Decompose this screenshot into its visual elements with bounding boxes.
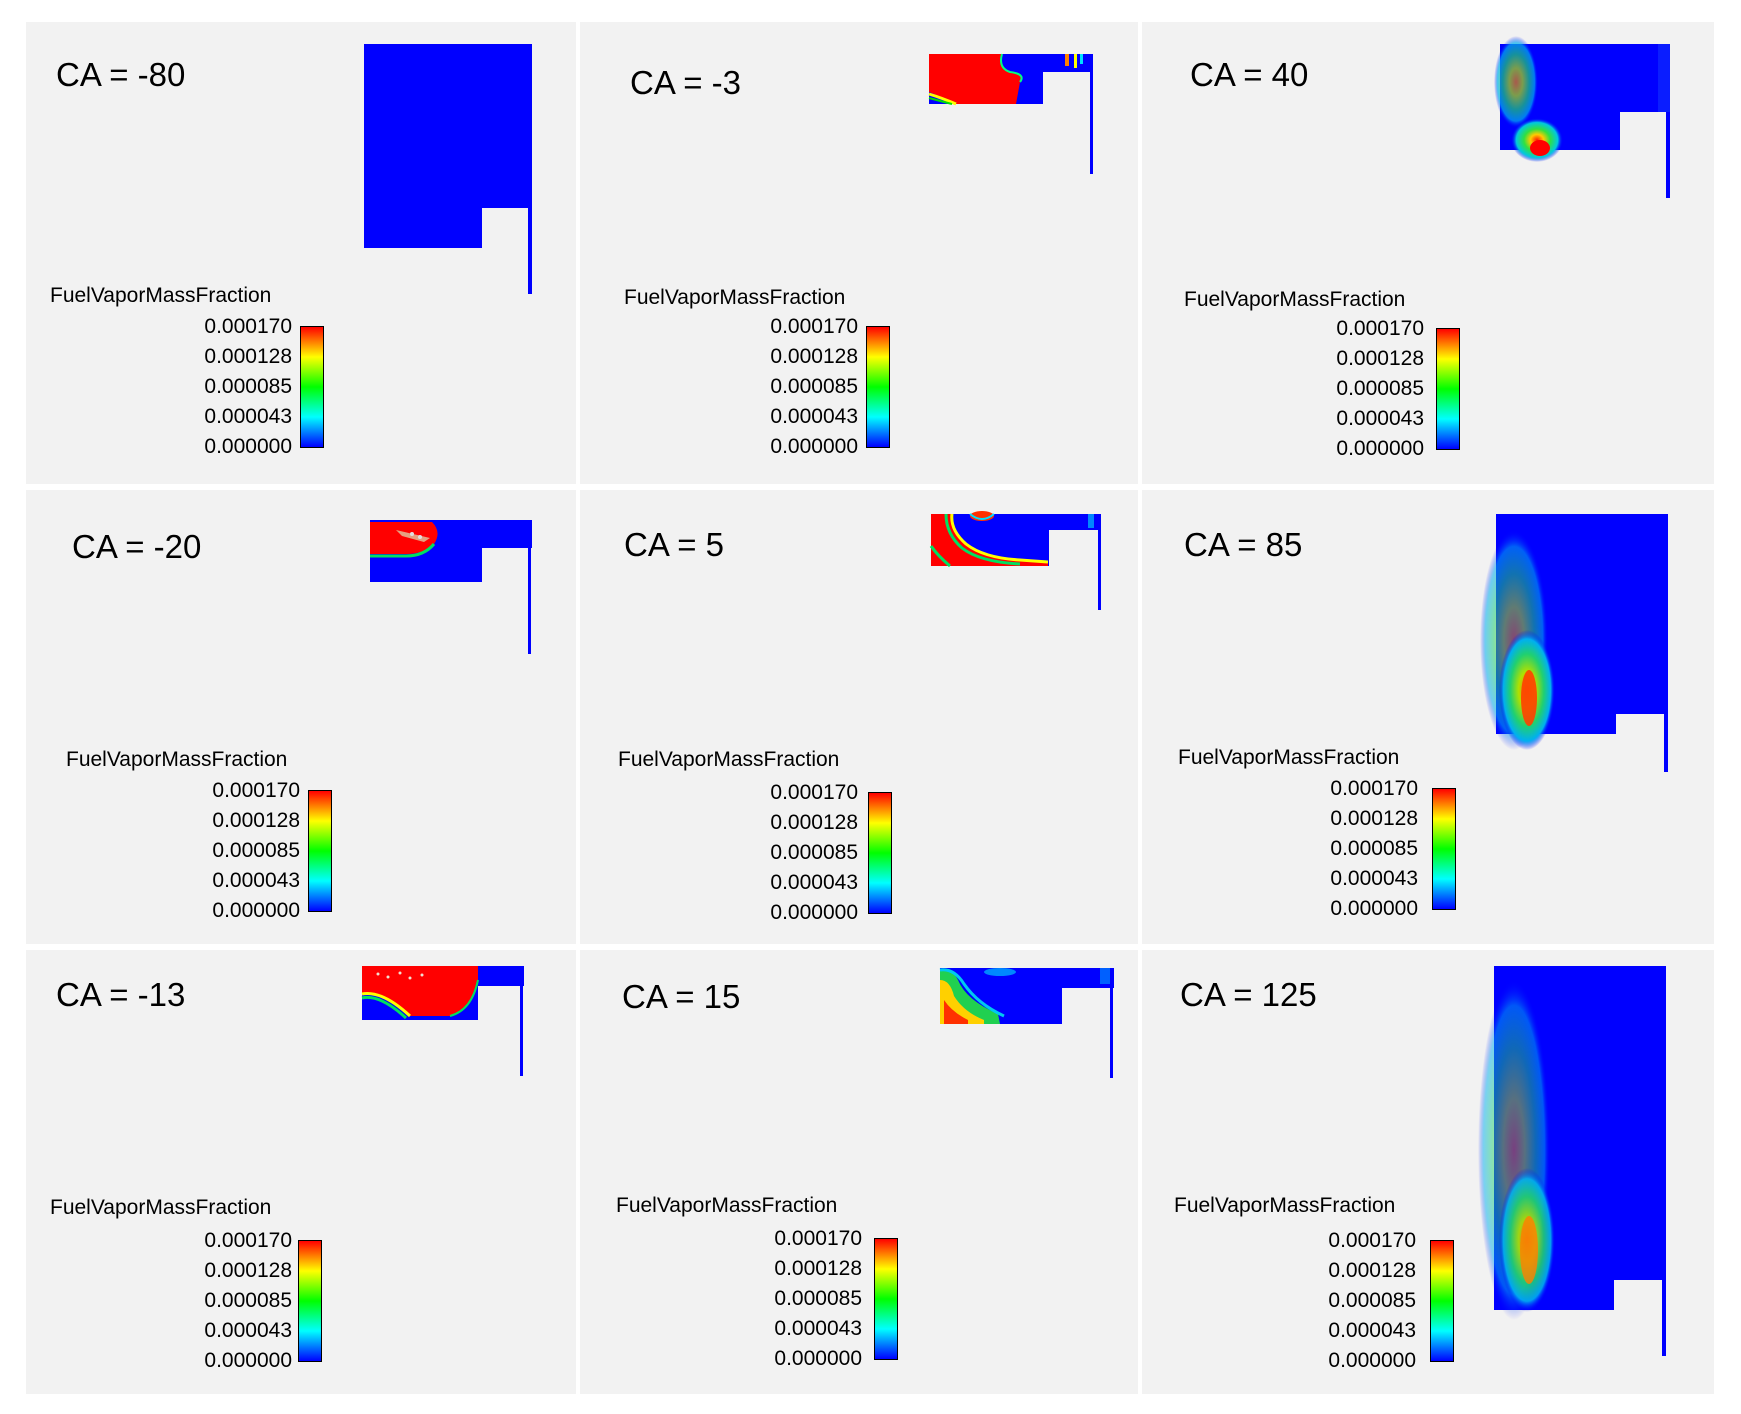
crank-angle-label: CA = -13 [56,976,186,1013]
tick-label: 0.000000 [774,1347,862,1370]
tick-label: 0.000000 [770,435,858,458]
panel-ca-40: CA = 40 FuelVaporMassFraction 0.000170 0… [1142,22,1714,484]
tick-label: 0.000170 [770,315,858,338]
colorbar [1430,1240,1454,1362]
tick-label: 0.000170 [204,315,292,338]
tick-label: 0.000085 [1328,1289,1416,1312]
fuel-vapor-contour [370,520,532,654]
colorbar [298,1240,322,1362]
crank-angle-label: CA = 125 [1180,976,1317,1013]
crank-angle-label: CA = 40 [1190,56,1309,93]
tick-label: 0.000000 [1330,897,1418,920]
tick-label: 0.000128 [774,1257,862,1280]
crank-angle-label: CA = -20 [72,528,202,565]
crank-angle-label: CA = -3 [630,64,741,101]
colorbar-title: FuelVaporMassFraction [1174,1194,1396,1217]
colorbar [1436,328,1460,450]
colorbar [308,790,332,912]
crank-angle-label: CA = -80 [56,56,186,93]
fuel-vapor-contour [939,968,1114,1078]
tick-label: 0.000128 [770,345,858,368]
tick-label: 0.000085 [204,375,292,398]
colorbar-ticks: 0.000170 0.000128 0.000085 0.000043 0.00… [1308,778,1418,919]
colorbar [874,1238,898,1360]
tick-label: 0.000043 [770,871,858,894]
tick-label: 0.000128 [204,345,292,368]
tick-label: 0.000085 [770,841,858,864]
tick-label: 0.000170 [1336,317,1424,340]
colorbar-title: FuelVaporMassFraction [50,1196,272,1219]
panel-ca-85: CA = 85 FuelVaporMassFraction 0.000170 0… [1142,490,1714,944]
tick-label: 0.000043 [774,1317,862,1340]
tick-label: 0.000085 [204,1289,292,1312]
colorbar-title: FuelVaporMassFraction [1184,288,1406,311]
tick-label: 0.000128 [1328,1259,1416,1282]
tick-label: 0.000128 [770,811,858,834]
colorbar-title: FuelVaporMassFraction [50,284,272,307]
tick-label: 0.000000 [770,901,858,924]
colorbar-ticks: 0.000170 0.000128 0.000085 0.000043 0.00… [1306,1230,1416,1371]
tick-label: 0.000170 [204,1229,292,1252]
colorbar-ticks: 0.000170 0.000128 0.000085 0.000043 0.00… [182,1230,292,1371]
colorbar-ticks: 0.000170 0.000128 0.000085 0.000043 0.00… [190,780,300,921]
tick-label: 0.000043 [1328,1319,1416,1342]
panel-ca-minus-3: CA = -3 FuelVaporMassFraction 0.000170 0… [580,22,1138,484]
colorbar-ticks: 0.000170 0.000128 0.000085 0.000043 0.00… [748,316,858,457]
tick-label: 0.000000 [204,1349,292,1372]
colorbar-ticks: 0.000170 0.000128 0.000085 0.000043 0.00… [1314,318,1424,459]
panel-ca-minus-13: CA = -13 FuelVaporMassFraction 0.000170 … [26,950,576,1394]
tick-label: 0.000085 [212,839,300,862]
tick-label: 0.000085 [1336,377,1424,400]
colorbar-ticks: 0.000170 0.000128 0.000085 0.000043 0.00… [752,1228,862,1369]
colorbar-title: FuelVaporMassFraction [624,286,846,309]
tick-label: 0.000170 [774,1227,862,1250]
panel-ca-125: CA = 125 FuelVaporMassFraction 0.000170 … [1142,950,1714,1394]
tick-label: 0.000043 [1336,407,1424,430]
tick-label: 0.000043 [1330,867,1418,890]
tick-label: 0.000000 [204,435,292,458]
panel-ca-5: CA = 5 FuelVaporMassFraction 0.000170 0.… [580,490,1138,944]
tick-label: 0.000043 [212,869,300,892]
colorbar-title: FuelVaporMassFraction [616,1194,838,1217]
tick-label: 0.000170 [1328,1229,1416,1252]
colorbar [300,326,324,448]
tick-label: 0.000170 [1330,777,1418,800]
crank-angle-label: CA = 15 [622,978,741,1015]
tick-label: 0.000085 [774,1287,862,1310]
colorbar-title: FuelVaporMassFraction [618,748,840,771]
tick-label: 0.000128 [1330,807,1418,830]
panel-ca-minus-20: CA = -20 FuelVaporMassFraction 0.000170 … [26,490,576,944]
colorbar [1432,788,1456,910]
tick-label: 0.000000 [1336,437,1424,460]
crank-angle-label: CA = 5 [624,526,724,563]
tick-label: 0.000085 [1330,837,1418,860]
tick-label: 0.000000 [1328,1349,1416,1372]
fuel-vapor-contour [929,511,1101,610]
tick-label: 0.000170 [770,781,858,804]
colorbar [866,326,890,448]
tick-label: 0.000085 [770,375,858,398]
tick-label: 0.000128 [1336,347,1424,370]
panel-ca-minus-80: CA = -80 FuelVaporMassFraction 0.000170 … [26,22,576,484]
colorbar-title: FuelVaporMassFraction [1178,746,1400,769]
colorbar-title: FuelVaporMassFraction [66,748,288,771]
panel-ca-15: CA = 15 FuelVaporMassFraction 0.000170 0… [580,950,1138,1394]
tick-label: 0.000043 [204,1319,292,1342]
colorbar-ticks: 0.000170 0.000128 0.000085 0.000043 0.00… [182,316,292,457]
tick-label: 0.000043 [204,405,292,428]
colorbar-ticks: 0.000170 0.000128 0.000085 0.000043 0.00… [748,782,858,923]
fuel-vapor-contour [1494,36,1670,198]
tick-label: 0.000128 [212,809,300,832]
crank-angle-label: CA = 85 [1184,526,1303,563]
tick-label: 0.000043 [770,405,858,428]
tick-label: 0.000128 [204,1259,292,1282]
fuel-vapor-contour [1480,514,1668,772]
colorbar [868,792,892,914]
fuel-vapor-contour [361,966,524,1076]
tick-label: 0.000000 [212,899,300,922]
fuel-vapor-contour [928,53,1093,174]
fuel-vapor-contour [364,44,532,294]
fuel-vapor-contour [1478,966,1666,1356]
tick-label: 0.000170 [212,779,300,802]
